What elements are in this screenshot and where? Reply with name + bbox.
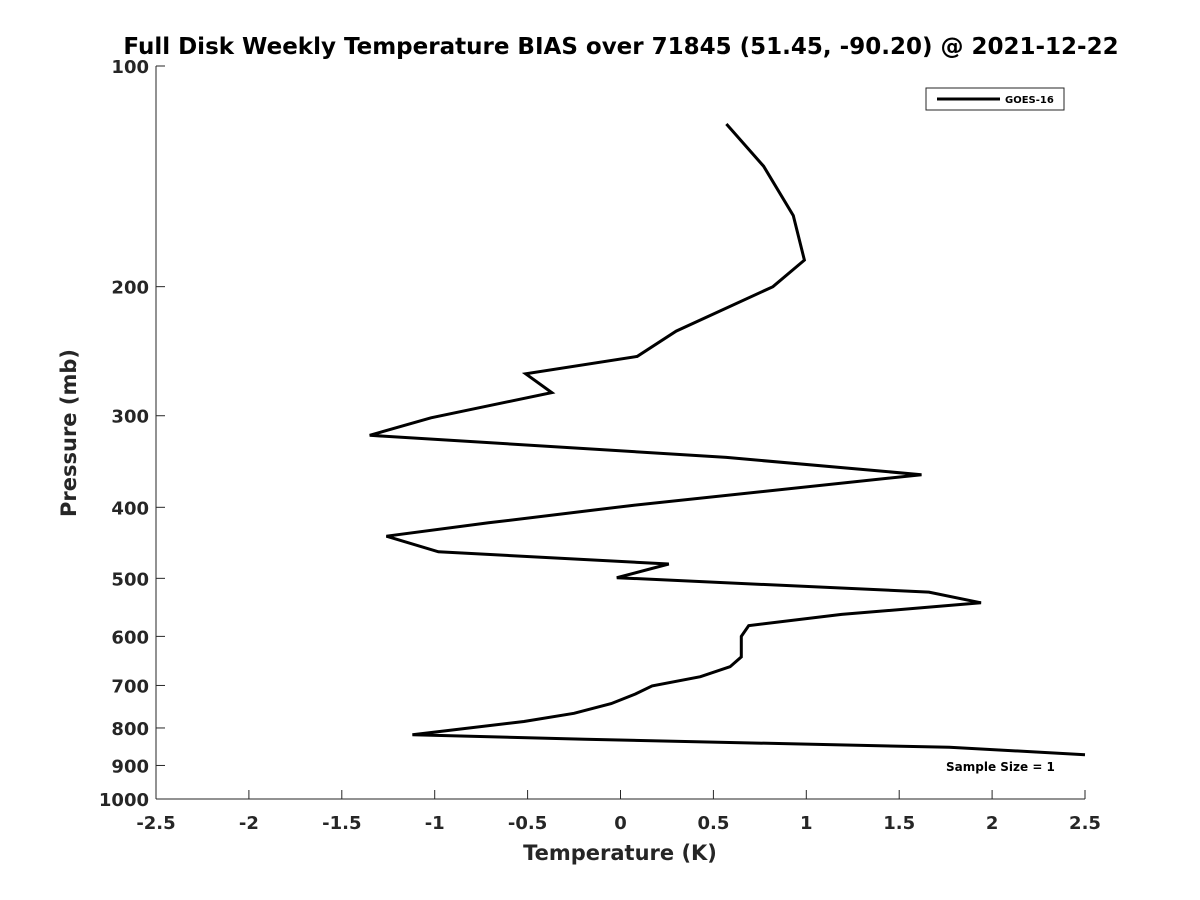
x-tick-label: 1 [800, 813, 813, 834]
y-tick-label: 500 [111, 569, 149, 590]
x-axis-label: Temperature (K) [523, 841, 717, 865]
y-tick-label: 1000 [99, 790, 149, 811]
y-axis-label: Pressure (mb) [57, 349, 81, 517]
x-tick-label: -1 [425, 813, 445, 834]
x-tick-label: 1.5 [883, 813, 915, 834]
sample-size-annotation: Sample Size = 1 [946, 760, 1055, 774]
y-tick-label: 300 [111, 407, 149, 428]
y-tick-label: 200 [111, 278, 149, 299]
y-ticks: 100 200 300 400 500 600 700 800 900 1000 [99, 57, 165, 811]
plot-series [369, 123, 1086, 757]
legend: GOES-16 [925, 87, 1065, 111]
series-line-goes-16 [369, 123, 1086, 757]
x-tick-label: -1.5 [322, 813, 361, 834]
x-tick-label: 0 [614, 813, 627, 834]
x-tick-label: 0.5 [697, 813, 729, 834]
y-tick-label: 700 [111, 676, 149, 697]
chart-title: Full Disk Weekly Temperature BIAS over 7… [123, 34, 1118, 60]
x-tick-label: 2.5 [1069, 813, 1101, 834]
x-tick-label: -2 [239, 813, 259, 834]
y-tick-label: 800 [111, 719, 149, 740]
y-tick-label: 600 [111, 627, 149, 648]
x-ticks: -2.5 -2 -1.5 -1 -0.5 0 0.5 1 1.5 2 2.5 [136, 790, 1101, 834]
y-tick-label: 900 [111, 756, 149, 777]
x-tick-label: 2 [986, 813, 999, 834]
y-tick-label: 100 [111, 57, 149, 78]
legend-label-goes-16: GOES-16 [1005, 95, 1054, 106]
x-tick-label: -0.5 [508, 813, 547, 834]
y-tick-label: 400 [111, 498, 149, 519]
x-tick-label: -2.5 [136, 813, 175, 834]
